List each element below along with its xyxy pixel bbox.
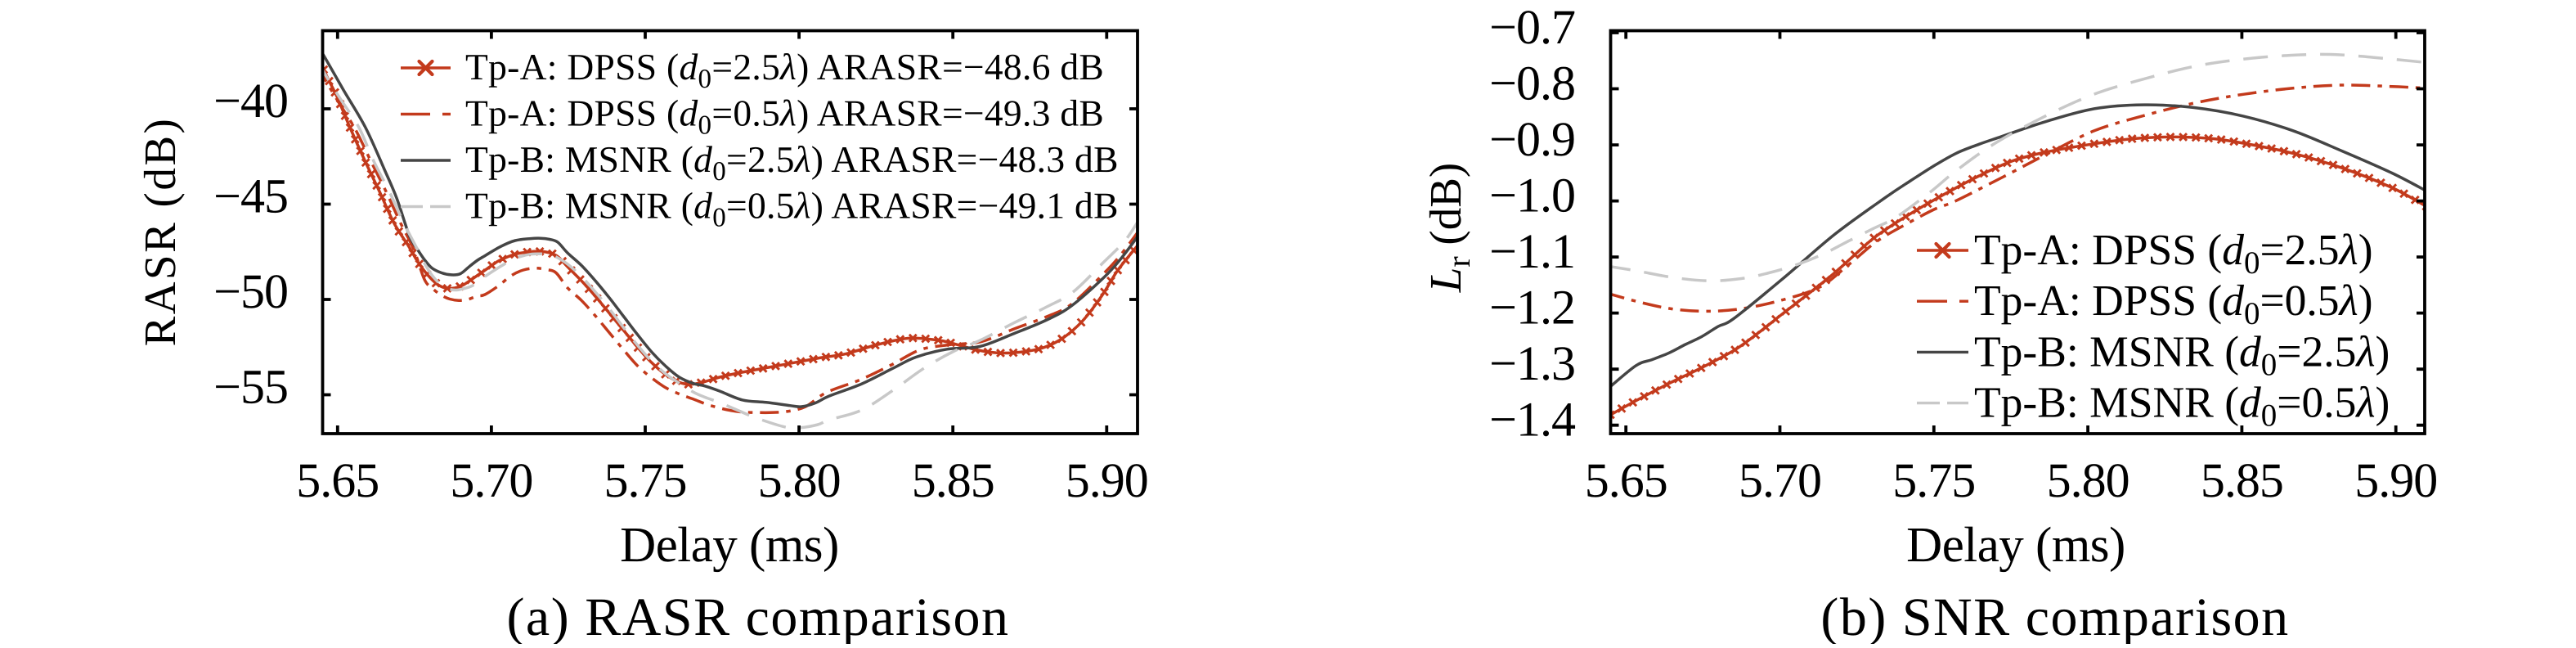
svg-text:Tp-B: MSNR (d0=2.5λ) ARASR=−48: Tp-B: MSNR (d0=2.5λ) ARASR=−48.3 dB	[465, 138, 1119, 187]
svg-text:−50: −50	[213, 264, 288, 318]
svg-text:Tp-A: DPSS (d0=2.5λ): Tp-A: DPSS (d0=2.5λ)	[1974, 225, 2373, 281]
svg-text:−0.7: −0.7	[1489, 0, 1575, 54]
svg-text:−1.3: −1.3	[1489, 336, 1575, 390]
svg-text:−1.4: −1.4	[1489, 393, 1576, 447]
svg-text:Tp-B: MSNR (d0=2.5λ): Tp-B: MSNR (d0=2.5λ)	[1974, 326, 2390, 382]
svg-text:Delay (ms): Delay (ms)	[1906, 518, 2125, 573]
svg-text:−55: −55	[213, 360, 288, 414]
svg-text:5.85: 5.85	[2201, 453, 2283, 507]
svg-text:5.65: 5.65	[296, 453, 379, 507]
svg-text:Lr (dB): Lr (dB)	[1420, 163, 1477, 294]
svg-text:Delay (ms): Delay (ms)	[620, 518, 839, 573]
svg-text:5.85: 5.85	[912, 453, 994, 507]
svg-text:−1.0: −1.0	[1489, 169, 1575, 223]
svg-text:−1.2: −1.2	[1489, 281, 1575, 335]
svg-text:5.75: 5.75	[604, 453, 687, 507]
svg-text:RASR (dB): RASR (dB)	[135, 117, 185, 347]
svg-text:Tp-A: DPSS (d0=2.5λ) ARASR=−48: Tp-A: DPSS (d0=2.5λ) ARASR=−48.6 dB	[465, 46, 1104, 94]
svg-text:5.70: 5.70	[450, 453, 532, 507]
svg-text:Tp-A: DPSS (d0=0.5λ): Tp-A: DPSS (d0=0.5λ)	[1974, 276, 2373, 331]
svg-text:(b) SNR comparison: (b) SNR comparison	[1820, 587, 2289, 644]
svg-text:Tp-B: MSNR (d0=0.5λ): Tp-B: MSNR (d0=0.5λ)	[1974, 378, 2390, 434]
svg-text:(a) RASR comparison: (a) RASR comparison	[506, 587, 1009, 644]
svg-text:5.70: 5.70	[1739, 453, 1821, 507]
svg-text:−45: −45	[213, 169, 288, 223]
svg-text:−40: −40	[213, 74, 288, 128]
svg-text:−0.9: −0.9	[1489, 112, 1575, 166]
svg-text:5.80: 5.80	[2047, 453, 2129, 507]
svg-text:Tp-B: MSNR (d0=0.5λ) ARASR=−49: Tp-B: MSNR (d0=0.5λ) ARASR=−49.1 dB	[465, 185, 1119, 233]
svg-text:Tp-A: DPSS (d0=0.5λ) ARASR=−49: Tp-A: DPSS (d0=0.5λ) ARASR=−49.3 dB	[465, 92, 1104, 141]
svg-text:5.65: 5.65	[1585, 453, 1667, 507]
svg-text:5.90: 5.90	[2354, 453, 2437, 507]
svg-text:5.80: 5.80	[758, 453, 841, 507]
svg-text:5.75: 5.75	[1892, 453, 1975, 507]
svg-text:−0.8: −0.8	[1489, 56, 1575, 110]
svg-text:5.90: 5.90	[1066, 453, 1148, 507]
svg-text:−1.1: −1.1	[1489, 224, 1575, 278]
